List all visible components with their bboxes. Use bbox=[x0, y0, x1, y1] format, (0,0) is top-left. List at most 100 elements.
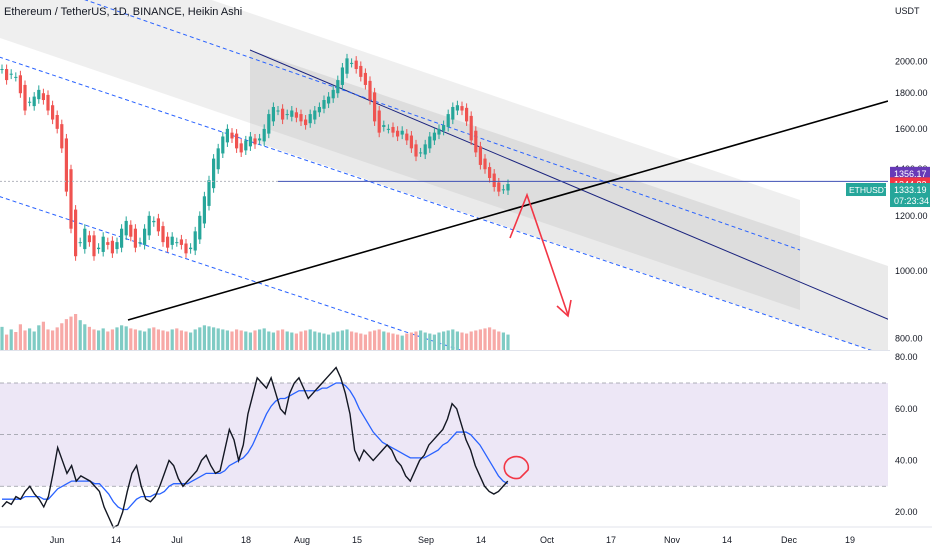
volume-bar bbox=[202, 325, 206, 350]
volume-bar bbox=[419, 330, 423, 350]
volume-bar bbox=[336, 331, 340, 350]
volume-bar bbox=[474, 330, 478, 350]
volume-bar bbox=[115, 327, 119, 350]
candle-body bbox=[92, 235, 96, 257]
volume-bar bbox=[281, 329, 285, 350]
candle-body bbox=[207, 180, 211, 206]
volume-bar bbox=[106, 331, 110, 350]
volume-bar bbox=[492, 329, 496, 350]
candle-body bbox=[294, 112, 298, 118]
volume-bar bbox=[175, 328, 179, 350]
volume-bar bbox=[340, 330, 344, 350]
volume-bar bbox=[414, 331, 418, 350]
symbol-title: Ethereum / TetherUS, 1D, BINANCE, Heikin… bbox=[4, 6, 243, 18]
volume-bar bbox=[97, 330, 101, 350]
time-tick-label: Jul bbox=[171, 535, 183, 545]
time-tick-label: 18 bbox=[241, 535, 251, 545]
volume-bar bbox=[83, 324, 87, 350]
time-tick-label: Aug bbox=[294, 535, 310, 545]
volume-bar bbox=[14, 332, 18, 350]
volume-bar bbox=[442, 331, 446, 350]
time-tick-label: 15 bbox=[352, 535, 362, 545]
volume-bar bbox=[400, 335, 404, 350]
candle-body bbox=[69, 169, 73, 229]
volume-bar bbox=[359, 333, 363, 350]
price-tick-label: 1000.00 bbox=[895, 266, 928, 276]
volume-bar bbox=[129, 328, 133, 350]
main-pane bbox=[0, 0, 888, 350]
price-tag-bg bbox=[890, 166, 930, 180]
volume-bar bbox=[78, 320, 82, 350]
volume-bar bbox=[51, 330, 55, 350]
volume-bar bbox=[497, 331, 501, 350]
candle-body bbox=[55, 114, 59, 129]
candle-body bbox=[51, 105, 55, 120]
time-tick-label: Jun bbox=[50, 535, 65, 545]
candle-body bbox=[322, 100, 326, 109]
volume-bar bbox=[133, 329, 137, 350]
candle-body bbox=[488, 167, 492, 178]
channel-outer-band bbox=[0, 0, 800, 310]
volume-bar bbox=[198, 327, 202, 350]
volume-bar bbox=[290, 332, 294, 350]
volume-bar bbox=[110, 329, 114, 350]
candle-body bbox=[446, 114, 450, 127]
channel-upper-line bbox=[249, 49, 888, 320]
volume-bar bbox=[166, 331, 170, 350]
candle-body bbox=[299, 114, 303, 122]
volume-bar bbox=[101, 328, 105, 350]
volume-bar bbox=[253, 330, 257, 350]
volume-bar bbox=[331, 332, 335, 350]
candle-body bbox=[175, 242, 179, 244]
time-tick-label: 14 bbox=[722, 535, 732, 545]
pane-separator[interactable] bbox=[0, 350, 890, 351]
time-tick-label: Oct bbox=[540, 535, 555, 545]
rsi-tick-label: 20.00 bbox=[895, 507, 918, 517]
volume-bar bbox=[317, 332, 321, 350]
volume-bar bbox=[460, 332, 464, 350]
candle-body bbox=[106, 242, 110, 245]
volume-bar bbox=[350, 331, 354, 350]
candle-body bbox=[271, 106, 275, 122]
volume-bar bbox=[184, 331, 188, 350]
candle-body bbox=[129, 224, 133, 237]
time-tick-label: Dec bbox=[781, 535, 798, 545]
candle-body bbox=[350, 62, 354, 64]
candle-body bbox=[276, 110, 280, 112]
volume-bar bbox=[354, 332, 358, 350]
volume-bar bbox=[212, 327, 216, 350]
candle-body bbox=[391, 126, 395, 133]
volume-bar bbox=[193, 329, 197, 350]
channel-dash-mid bbox=[0, 56, 872, 350]
candle-body bbox=[166, 236, 170, 248]
time-tick-label: 14 bbox=[111, 535, 121, 545]
candle-body bbox=[340, 67, 344, 85]
volume-bar bbox=[124, 326, 128, 350]
price-tick-label: 800.00 bbox=[895, 333, 923, 343]
candle-body bbox=[405, 133, 409, 141]
volume-bar bbox=[0, 326, 4, 350]
candle-body bbox=[37, 89, 41, 100]
annotation-arrowhead bbox=[556, 299, 572, 318]
volume-bar bbox=[9, 329, 13, 350]
candle-body bbox=[317, 106, 321, 113]
candle-body bbox=[262, 128, 266, 142]
volume-bar bbox=[147, 328, 151, 350]
volume-bar bbox=[368, 331, 372, 350]
volume-bar bbox=[189, 332, 193, 350]
candle-body bbox=[193, 231, 197, 251]
candle-body bbox=[244, 140, 248, 151]
volume-bar bbox=[276, 330, 280, 350]
volume-bar bbox=[396, 334, 400, 350]
volume-bar bbox=[271, 332, 275, 350]
volume-bar bbox=[322, 333, 326, 350]
currency-label: USDT bbox=[895, 6, 920, 16]
candle-body bbox=[465, 107, 469, 122]
candle-body bbox=[230, 132, 234, 139]
volume-bar bbox=[432, 334, 436, 350]
candle-body bbox=[110, 240, 114, 254]
candle-body bbox=[138, 242, 142, 244]
volume-bar bbox=[216, 328, 220, 350]
rsi-tick-label: 80.00 bbox=[895, 352, 918, 362]
